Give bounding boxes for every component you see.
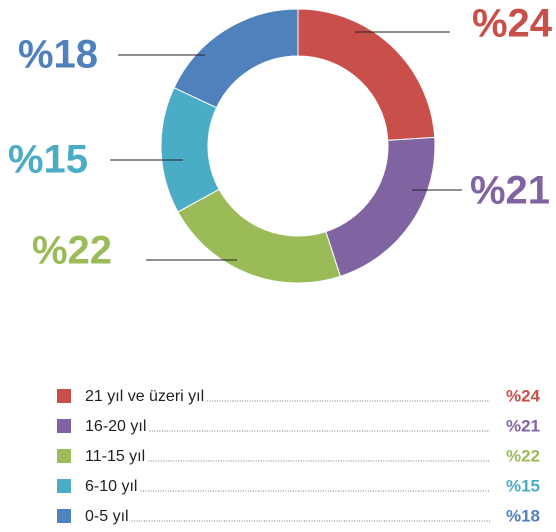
legend-label: 0-5 yıl	[85, 508, 129, 525]
donut-slice	[160, 87, 220, 213]
legend-label: 21 yıl ve üzeri yıl	[85, 388, 204, 405]
legend-swatch	[57, 419, 71, 433]
legend-value: %22	[506, 446, 540, 465]
slice-label: %18	[18, 33, 98, 77]
donut-slice	[297, 8, 436, 141]
legend-value: %21	[506, 416, 540, 435]
slice-label: %22	[32, 229, 112, 273]
legend-label: 6-10 yıl	[85, 478, 137, 495]
legend-value: %24	[506, 386, 541, 405]
legend-label: 11-15 yıl	[85, 448, 145, 465]
slice-label: %24	[472, 2, 553, 46]
slice-label: %21	[470, 169, 550, 213]
legend-swatch	[57, 509, 71, 523]
donut-slice	[173, 8, 299, 109]
legend-value: %15	[506, 476, 540, 495]
slice-label: %15	[8, 138, 88, 182]
donut-slice	[177, 188, 341, 284]
legend-label: 16-20 yıl	[85, 418, 146, 435]
donut-slice	[325, 136, 436, 277]
legend-swatch	[57, 479, 71, 493]
legend-swatch	[57, 449, 71, 463]
legend-value: %18	[506, 506, 540, 525]
legend-swatch	[57, 389, 71, 403]
